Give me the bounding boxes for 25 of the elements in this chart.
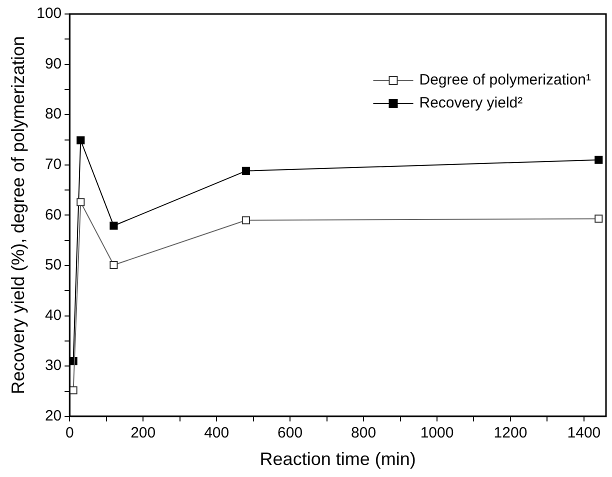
x-tick-label: 0: [65, 424, 74, 442]
y-tick-label: 30: [44, 357, 62, 374]
legend-label: Degree of polymerization¹: [419, 72, 592, 89]
x-axis-title: Reaction time (min): [260, 449, 416, 470]
x-tick-label: 400: [204, 424, 230, 442]
y-tick-label: 40: [44, 306, 62, 324]
point: [242, 166, 250, 175]
x-tick-label: 800: [351, 424, 376, 442]
y-tick-label: 50: [44, 256, 62, 274]
y-tick-label: 80: [44, 106, 62, 123]
y-tick-label: 100: [36, 5, 62, 22]
x-tick-label: 1200: [494, 424, 528, 442]
y-tick-label: 90: [44, 55, 62, 72]
legend-label: Recovery yield²: [419, 94, 523, 112]
point: [594, 156, 603, 164]
x-tick-label: 1000: [420, 424, 454, 442]
y-tick-label: 20: [44, 408, 62, 425]
x-tick-label: 1400: [567, 424, 601, 442]
y-tick-label: 70: [44, 156, 62, 174]
y-axis-title: Recovery yield (%), degree of polymerization: [8, 36, 28, 394]
x-tick-label: 600: [278, 424, 303, 442]
y-tick-label: 60: [44, 206, 62, 224]
x-tick-label: 200: [130, 424, 156, 442]
point: [110, 222, 118, 230]
point: [76, 136, 85, 144]
